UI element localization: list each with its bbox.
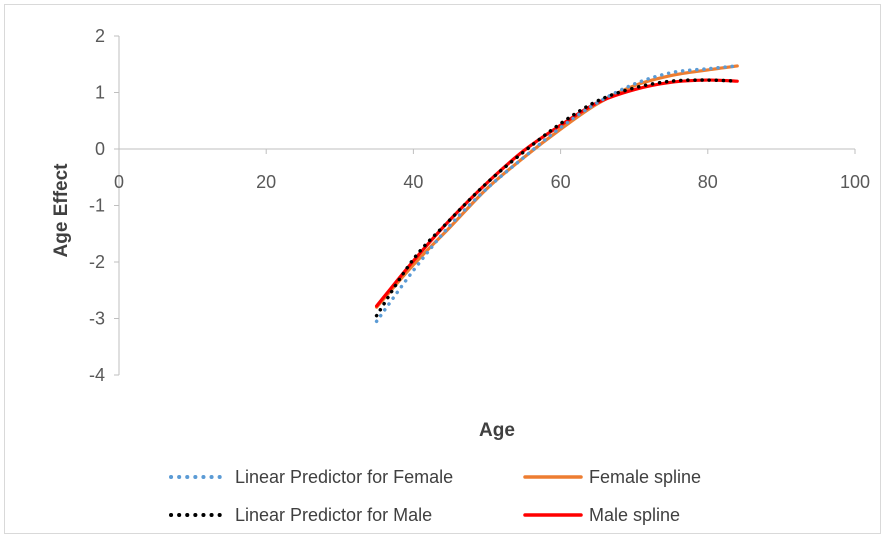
x-tick-label: 40 xyxy=(403,172,423,192)
y-tick-label: 0 xyxy=(95,139,105,159)
x-tick-label: 80 xyxy=(698,172,718,192)
axes: 2 1 0 -1 -2 -3 -4 0 20 40 60 80 100 xyxy=(89,26,870,385)
x-tick-label: 100 xyxy=(840,172,870,192)
x-tick-label: 60 xyxy=(551,172,571,192)
series-line-male-spline xyxy=(375,78,739,308)
y-tick-label: 2 xyxy=(95,26,105,46)
series-line-female-spline xyxy=(375,64,739,309)
series-line-linear-predictor-for-female xyxy=(374,64,739,324)
y-tick-label: -3 xyxy=(89,309,105,329)
series-layer xyxy=(374,64,739,324)
y-axis-title: Age Effect xyxy=(51,163,72,258)
x-tick-label: 0 xyxy=(114,172,124,192)
y-tick-label: -1 xyxy=(89,196,105,216)
legend-label: Female spline xyxy=(589,467,701,487)
legend-label: Male spline xyxy=(589,505,680,525)
y-tick-label: 1 xyxy=(95,83,105,103)
y-tick-label: -4 xyxy=(89,365,105,385)
legend-label: Linear Predictor for Male xyxy=(235,505,432,525)
legend: Linear Predictor for Female Female spline… xyxy=(169,467,701,525)
age-effect-chart: 2 1 0 -1 -2 -3 -4 0 20 40 60 80 100 Linear Predictor… xyxy=(51,26,870,525)
series-line-linear-predictor-for-male xyxy=(374,78,739,318)
legend-label: Linear Predictor for Female xyxy=(235,467,453,487)
chart-frame: 2 1 0 -1 -2 -3 -4 0 20 40 60 80 100 Linear Predictor… xyxy=(4,4,881,534)
x-axis-title: Age xyxy=(479,420,515,441)
y-tick-label: -2 xyxy=(89,252,105,272)
x-tick-label: 20 xyxy=(256,172,276,192)
